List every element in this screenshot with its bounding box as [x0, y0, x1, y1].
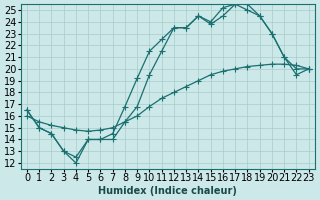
X-axis label: Humidex (Indice chaleur): Humidex (Indice chaleur) [98, 186, 237, 196]
